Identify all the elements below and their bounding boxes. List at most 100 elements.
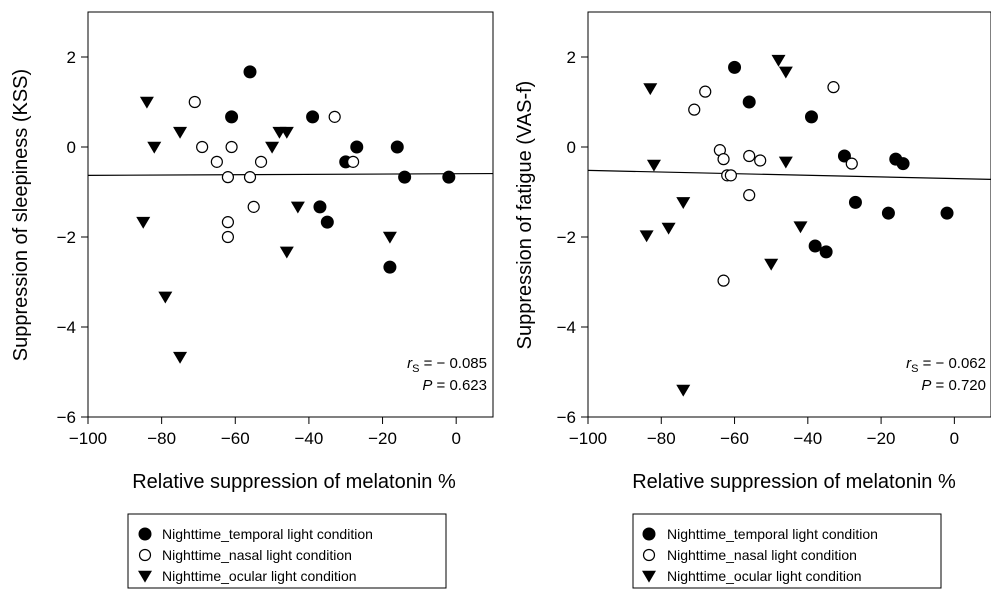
data-point-filled-circle: [742, 95, 756, 109]
left-plot-frame: [87, 11, 494, 418]
data-point-filled-circle: [320, 215, 334, 229]
data-point-filled-circle: [350, 140, 364, 154]
data-point-filled-circle: [390, 140, 404, 154]
data-point-filled-circle: [383, 260, 397, 274]
data-point-filled-triangle: [646, 159, 661, 172]
left-legend: Nighttime_temporal light condition Nightt…: [127, 513, 447, 589]
data-point-filled-triangle: [793, 221, 808, 234]
data-point-open-circle: [221, 171, 235, 184]
left-stat-rs: rS = − 0.085: [407, 355, 487, 375]
data-point-filled-triangle: [136, 216, 151, 229]
data-point-filled-circle: [306, 110, 320, 124]
data-point-filled-circle: [848, 195, 862, 209]
legend-marker-open-circle: [642, 548, 656, 562]
data-point-filled-triangle: [643, 83, 658, 96]
x-tick-label: 0: [950, 429, 959, 448]
data-point-filled-triangle: [279, 126, 294, 139]
data-point-open-circle: [699, 85, 712, 98]
data-point-filled-triangle: [771, 54, 786, 67]
left-x-axis-label: Relative suppression of melatonin %: [132, 471, 456, 493]
left-legend-box: [127, 513, 447, 589]
data-point-open-circle: [845, 157, 858, 170]
right-scatter-plot: −100 −80 −60 −40 −20 0−6−4−202 Relative suppr…: [514, 11, 991, 493]
x-tick-label: −100: [69, 429, 107, 448]
x-tick-label: −40: [294, 429, 323, 448]
data-point-open-circle: [717, 153, 730, 166]
left-axis-ticks: −100 −80 −60 −40 −20 0−6−4−202: [57, 48, 461, 448]
data-point-filled-triangle: [279, 246, 294, 259]
x-tick-label: −60: [221, 429, 250, 448]
right-x-axis-label: Relative suppression of melatonin %: [632, 471, 956, 493]
legend-label: Nighttime_ocular light condition: [162, 568, 357, 584]
x-tick-label: −20: [368, 429, 397, 448]
data-point-filled-triangle: [764, 258, 779, 271]
data-point-filled-triangle: [147, 141, 162, 154]
x-tick-label: −80: [647, 429, 676, 448]
legend-label: Nighttime_nasal light condition: [162, 547, 352, 563]
y-tick-label: −6: [557, 408, 576, 427]
legend-label: Nighttime_ocular light condition: [667, 568, 862, 584]
data-point-filled-triangle: [661, 222, 676, 235]
data-point-open-circle: [743, 149, 756, 163]
data-point-filled-triangle: [173, 351, 188, 364]
data-point-filled-triangle: [158, 291, 173, 304]
data-point-open-circle: [188, 95, 201, 109]
data-point-filled-circle: [398, 170, 412, 184]
legend-label: Nighttime_temporal light condition: [162, 526, 373, 542]
y-tick-label: −2: [57, 228, 76, 247]
data-point-filled-triangle: [778, 66, 793, 79]
legend-label: Nighttime_temporal light condition: [667, 526, 878, 542]
left-scatter-plot: −100 −80 −60 −40 −20 0−6−4−202 Relative suppr…: [10, 11, 494, 493]
legend-label: Nighttime_nasal light condition: [667, 547, 857, 563]
data-point-filled-circle: [808, 239, 822, 253]
data-point-filled-triangle: [778, 156, 793, 169]
data-point-filled-circle: [837, 149, 851, 163]
data-point-open-circle: [247, 200, 260, 213]
y-tick-label: −4: [57, 318, 76, 337]
right-plot-frame: [587, 11, 991, 418]
right-fit-line: [587, 169, 991, 180]
y-tick-label: 0: [567, 138, 576, 157]
data-point-filled-circle: [896, 157, 910, 171]
data-point-filled-triangle: [676, 384, 691, 397]
y-tick-label: 2: [67, 48, 76, 67]
data-point-open-circle: [827, 81, 840, 94]
x-tick-label: −20: [867, 429, 896, 448]
data-point-open-circle: [346, 155, 360, 168]
y-tick-label: −4: [557, 318, 576, 337]
x-tick-label: −60: [720, 429, 749, 448]
legend-marker-open-circle: [138, 548, 152, 562]
right-legend-box: [632, 513, 942, 589]
data-point-open-circle: [754, 154, 767, 167]
data-point-filled-triangle: [382, 231, 397, 244]
data-point-filled-circle: [881, 206, 895, 220]
data-point-filled-circle: [313, 200, 327, 214]
data-point-filled-circle: [804, 110, 818, 124]
data-point-filled-triangle: [265, 141, 280, 154]
data-point-filled-circle: [819, 245, 833, 259]
y-tick-label: 0: [67, 138, 76, 157]
right-stat-rs: rS = − 0.062: [906, 355, 986, 375]
data-point-open-circle: [196, 140, 209, 154]
data-point-filled-circle: [225, 110, 239, 124]
data-point-open-circle: [688, 103, 701, 116]
right-axis-ticks: −100 −80 −60 −40 −20 0−6−4−202: [557, 48, 959, 448]
data-point-open-circle: [328, 110, 341, 123]
y-tick-label: 2: [567, 48, 576, 67]
y-tick-label: −6: [57, 408, 76, 427]
data-point-open-circle: [743, 189, 756, 202]
data-point-filled-circle: [243, 65, 257, 79]
data-point-open-circle: [724, 169, 737, 182]
y-tick-label: −2: [557, 228, 576, 247]
right-stat-p: P = 0.720: [921, 377, 986, 394]
left-data-points: [136, 65, 456, 364]
data-point-open-circle: [717, 274, 730, 287]
data-point-open-circle: [221, 216, 235, 229]
left-stat-p: P = 0.623: [422, 377, 487, 394]
x-tick-label: 0: [451, 429, 460, 448]
data-point-filled-circle: [728, 60, 742, 74]
left-fit-line: [87, 172, 494, 176]
legend-marker-filled-circle: [138, 527, 152, 541]
data-point-filled-triangle: [676, 197, 691, 209]
data-point-open-circle: [210, 155, 223, 168]
